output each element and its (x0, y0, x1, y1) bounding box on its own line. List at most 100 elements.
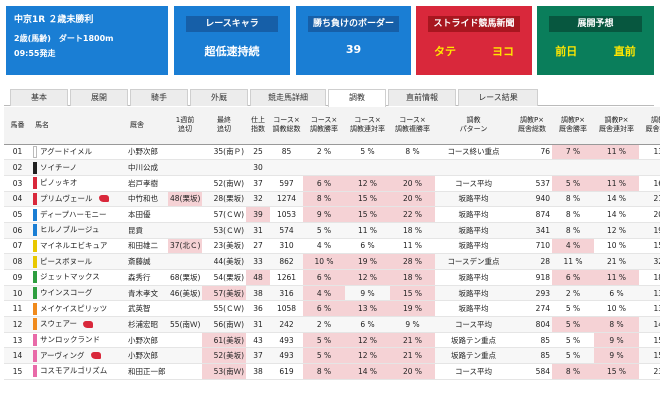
horse-name-text[interactable]: ディープハーモニー (40, 209, 107, 219)
pattern-quinella-rate: 21 % (594, 253, 639, 270)
just-before-link[interactable]: 直前 (613, 45, 636, 58)
tab-pre-race-info[interactable]: 直前情報 (388, 89, 456, 106)
horse-name: ピースボヌール (31, 253, 126, 270)
pattern-total: 940 (512, 191, 552, 208)
flag-icon (83, 320, 94, 328)
pattern-win-rate: 5 % (552, 316, 594, 333)
course-show-rate: 22 % (390, 206, 435, 223)
final-workout: 54(栗坂) (202, 269, 246, 286)
tab-basic[interactable]: 基本 (10, 89, 68, 106)
table-row[interactable]: 02 ソイチーノ 中川公成 30 (4, 159, 660, 176)
table-row[interactable]: 14 アーヴィング 小野次郎 52(美坂) 37 493 5 % 12 % 21 % 坂路テン重点… (4, 347, 660, 365)
course-win-rate: 5 % (303, 332, 345, 349)
pattern-total: 76 (512, 144, 552, 161)
col-pattern-show: 調教P× 厩舎複勝率 (639, 107, 660, 145)
horse-name-text[interactable]: アグードイメル (40, 146, 93, 156)
bracket-color-marker (33, 318, 37, 331)
tab-development[interactable]: 展開 (70, 89, 128, 106)
pattern-win-rate: 5 % (552, 300, 594, 318)
trainer-name: 青木孝文 (126, 285, 168, 302)
race-title: 中京1R ２歳未勝利 (14, 15, 94, 25)
horse-name-text[interactable]: スウェアー (40, 319, 78, 329)
tab-outside-stable[interactable]: 外厩 (190, 89, 248, 106)
finish-index: 25 (246, 144, 270, 161)
table-row[interactable]: 13 サンロックランド 小野次郎 61(美坂) 43 493 5 % 12 % 21 % 坂路テン… (4, 332, 660, 349)
trainer-name: 岩戸孝樹 (126, 175, 168, 192)
pattern-quinella-rate: 10 % (594, 238, 639, 255)
vertical-link[interactable]: タテ (434, 45, 456, 58)
table-row[interactable]: 15 コスモアルゴリズム 和田正一郎 53(南Ｗ) 38 619 8 % 14 % 20 % コー… (4, 363, 660, 380)
training-pattern: 坂路平均 (435, 300, 512, 318)
horse-name-text[interactable]: ヒルノブルージュ (40, 225, 100, 235)
course-show-rate: 21 % (390, 347, 435, 365)
table-row[interactable]: 09 ジェットマックス 森秀行 68(栗坂) 54(栗坂) 48 1261 6 % 12 % 18… (4, 269, 660, 286)
table-row[interactable]: 03 ピノッキオ 岩戸孝樹 52(南Ｗ) 37 597 6 % 12 % 20 % コース平均 53… (4, 175, 660, 192)
course-quinella-rate: 15 % (345, 191, 390, 208)
course-win-rate: 2 % (303, 316, 345, 333)
final-workout: 52(美坂) (202, 347, 246, 365)
horse-number: 10 (4, 285, 31, 302)
final-workout (202, 159, 246, 176)
table-row[interactable]: 10 ウインスコーグ 青木孝文 46(美坂) 57(美坂) 38 316 4 % 9 % 15 %… (4, 285, 660, 302)
horse-name-text[interactable]: マイネルエビキュア (40, 240, 108, 250)
week-before-workout (168, 144, 202, 161)
horse-name-text[interactable]: サンロックランド (40, 335, 100, 345)
final-workout: 55(ＣＷ) (202, 300, 246, 318)
tab-training[interactable]: 調教 (328, 89, 386, 107)
col-pattern-quinella: 調教P× 厩舎連対率 (594, 107, 639, 145)
training-pattern: コース終い重点 (435, 144, 512, 161)
horse-name-text[interactable]: ジェットマックス (40, 272, 100, 282)
training-pattern: 坂路平均 (435, 269, 512, 286)
pattern-total: 274 (512, 300, 552, 318)
pattern-show-rate: 21 % (639, 191, 660, 208)
horizontal-link[interactable]: ヨコ (492, 45, 514, 58)
horse-name-text[interactable]: ピースボヌール (40, 256, 93, 266)
previous-day-link[interactable]: 前日 (555, 45, 578, 58)
horse-number: 07 (4, 238, 31, 255)
course-total (270, 159, 303, 176)
training-pattern: コース平均 (435, 175, 512, 192)
course-win-rate: 6 % (303, 269, 345, 286)
week-before-workout (168, 206, 202, 223)
horse-name-text[interactable]: ソイチーノ (40, 162, 78, 172)
course-show-rate: 11 % (390, 238, 435, 255)
table-row[interactable]: 08 ピースボヌール 斎藤誠 44(美坂) 33 862 10 % 19 % 28 % コースデン… (4, 253, 660, 270)
horse-name-text[interactable]: ピノッキオ (40, 178, 78, 188)
table-row[interactable]: 12 スウェアー 杉浦宏昭 55(南Ｗ) 56(南Ｗ) 31 242 2 % 6 % 9 % コース… (4, 316, 660, 333)
pace-forecast-card: 展開予想 前日 直前 (537, 6, 654, 75)
tab-race-result[interactable]: レース結果 (458, 89, 538, 106)
horse-name-text[interactable]: プリムヴェール (40, 193, 93, 203)
week-before-workout: 37(北Ｃ) (168, 238, 202, 255)
final-workout: 52(南Ｗ) (202, 175, 246, 192)
tab-horse-details[interactable]: 競走馬詳細 (250, 89, 326, 106)
course-win-rate: 6 % (303, 300, 345, 318)
course-total: 1053 (270, 206, 303, 223)
horse-name: ウインスコーグ (31, 285, 126, 302)
week-before-workout (168, 363, 202, 380)
table-row[interactable]: 06 ヒルノブルージュ 昆貢 53(ＣＷ) 31 574 5 % 11 % 18 % 坂路平均 34… (4, 222, 660, 239)
training-pattern: コースデン重点 (435, 253, 512, 270)
bracket-color-marker (33, 145, 37, 158)
training-pattern: 坂路平均 (435, 191, 512, 208)
horse-name: ヒルノブルージュ (31, 222, 126, 239)
finish-index: 43 (246, 332, 270, 349)
horse-name-text[interactable]: ウインスコーグ (40, 288, 93, 298)
horse-name-text[interactable]: コスモアルゴリズム (40, 366, 108, 376)
pattern-show-rate: 13 % (639, 285, 660, 302)
table-row[interactable]: 07 マイネルエビキュア 和田雄二 37(北Ｃ) 23(美坂) 27 310 4 % 6 % 11… (4, 238, 660, 255)
tab-jockey[interactable]: 騎手 (130, 89, 188, 106)
finish-index: 36 (246, 300, 270, 318)
table-row[interactable]: 05 ディープハーモニー 本田優 57(ＣＷ) 39 1053 9 % 15 % 22 % 坂路平… (4, 206, 660, 223)
course-win-rate: 6 % (303, 175, 345, 192)
stride-newspaper-card: ストライド競馬新聞 タテ ヨコ (416, 6, 532, 75)
horse-name-text[interactable]: アーヴィング (40, 350, 85, 360)
pattern-quinella-rate (594, 159, 639, 176)
table-row[interactable]: 01 アグードイメル 小野次郎 35(南Ｐ) 25 85 2 % 5 % 8 % コース終い重点 7… (4, 144, 660, 161)
horse-number: 05 (4, 206, 31, 223)
horse-name-text[interactable]: メイケイスピリッツ (40, 303, 108, 313)
course-total: 574 (270, 222, 303, 239)
course-total: 316 (270, 285, 303, 302)
pattern-quinella-rate: 10 % (594, 300, 639, 318)
table-row[interactable]: 11 メイケイスピリッツ 武英智 55(ＣＷ) 36 1058 6 % 13 % 19 % 坂路平… (4, 300, 660, 318)
table-row[interactable]: 04 プリムヴェール 中竹和也 48(栗坂) 28(栗坂) 32 1274 8 % 15 % 20… (4, 191, 660, 208)
